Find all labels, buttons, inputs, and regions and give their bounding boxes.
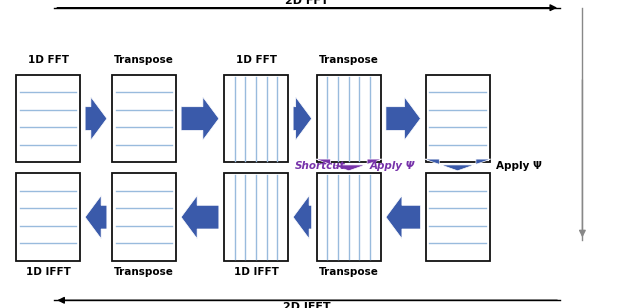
Polygon shape	[386, 196, 420, 239]
Bar	[224, 173, 288, 261]
Text: 1D FFT: 1D FFT	[28, 55, 68, 66]
Text: Transpose: Transpose	[319, 267, 379, 277]
Bar	[16, 173, 80, 261]
Text: 2D FFT: 2D FFT	[285, 0, 329, 6]
Polygon shape	[424, 159, 491, 171]
Polygon shape	[181, 97, 219, 140]
Polygon shape	[386, 97, 420, 140]
Polygon shape	[293, 196, 312, 239]
Text: Transpose: Transpose	[114, 55, 174, 66]
Polygon shape	[316, 159, 382, 171]
Bar	[317, 173, 381, 261]
Text: 1D IFFT: 1D IFFT	[26, 267, 70, 277]
Bar	[426, 75, 490, 163]
Bar	[16, 75, 80, 163]
Text: Transpose: Transpose	[114, 267, 174, 277]
Polygon shape	[85, 97, 107, 140]
Bar	[112, 75, 176, 163]
Text: 1D FFT: 1D FFT	[236, 55, 276, 66]
Text: Apply Ψ: Apply Ψ	[496, 161, 542, 171]
Text: Apply Ψ: Apply Ψ	[370, 161, 415, 171]
Polygon shape	[181, 196, 219, 239]
Text: Transpose: Transpose	[319, 55, 379, 66]
Polygon shape	[85, 196, 107, 239]
Bar	[112, 173, 176, 261]
Text: Shortcut: Shortcut	[295, 161, 346, 171]
Polygon shape	[293, 97, 312, 140]
Bar	[224, 75, 288, 163]
Text: 2D IFFT: 2D IFFT	[284, 302, 331, 308]
Bar	[317, 75, 381, 163]
Bar	[426, 173, 490, 261]
Text: 1D IFFT: 1D IFFT	[234, 267, 278, 277]
